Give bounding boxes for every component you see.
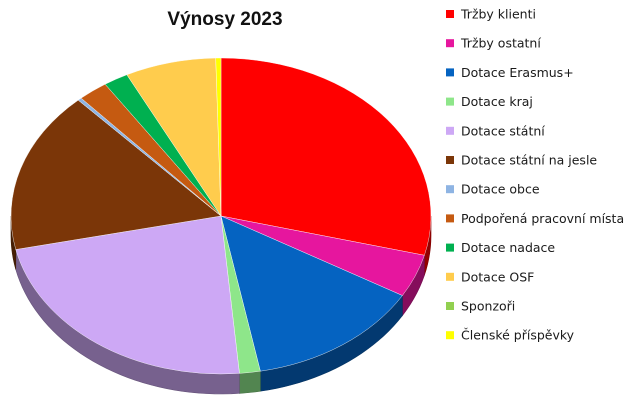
legend-label-dotace-erasmus: Dotace Erasmus+: [461, 65, 574, 80]
legend-label-sponzori: Sponzoři: [461, 299, 515, 314]
legend-swatch-dotace-kraj: [446, 97, 454, 106]
legend-label-dotace-kraj: Dotace kraj: [461, 94, 533, 109]
legend-swatch-dotace-nadace: [446, 243, 454, 252]
pie-slice-dotace-statni: [15, 215, 240, 375]
legend-swatch-dotace-erasmus: [446, 68, 454, 77]
pie-side-dotace-kraj: [239, 370, 261, 394]
legend-label-podporena-pracovni-mista: Podpořená pracovní místa: [461, 211, 624, 226]
legend-label-dotace-osf: Dotace OSF: [461, 269, 534, 284]
pie-slice-trzby-klienti: [220, 57, 432, 256]
legend: Tržby klienti Tržby ostatní Dotace Erasmus…: [446, 7, 624, 343]
pie-slice-dotace-erasmus: [220, 215, 403, 372]
pie-slice-clenske-prispevky: [215, 57, 222, 217]
legend-label-dotace-statni: Dotace státní: [461, 123, 545, 138]
legend-swatch-sponzori: [446, 302, 454, 310]
legend-swatch-clenske-prispevky: [446, 331, 454, 340]
legend-swatch-trzby-ostatni: [446, 39, 454, 48]
pie-slice-dotace-statni-na-jesle: [10, 99, 222, 250]
pie-sides: [10, 215, 432, 395]
legend-label-dotace-statni-na-jesle: Dotace státní na jesle: [461, 153, 597, 168]
legend-label-dotace-nadace: Dotace nadace: [461, 240, 555, 255]
legend-label-dotace-obce: Dotace obce: [461, 182, 540, 197]
legend-swatch-dotace-obce: [446, 185, 454, 194]
legend-label-trzby-klienti: Tržby klienti: [460, 7, 536, 22]
legend-label-trzby-ostatni: Tržby ostatní: [460, 36, 541, 51]
legend-swatch-podporena-pracovni-mista: [446, 214, 454, 223]
legend-label-clenske-prispevky: Členské příspěvky: [461, 328, 575, 343]
legend-swatch-dotace-osf: [446, 272, 454, 281]
legend-swatch-dotace-statni-na-jesle: [446, 156, 454, 164]
legend-swatch-dotace-statni: [446, 126, 454, 135]
chart-title: Výnosy 2023: [167, 9, 282, 30]
pie-top: [10, 57, 432, 375]
legend-swatch-trzby-klienti: [446, 10, 454, 18]
